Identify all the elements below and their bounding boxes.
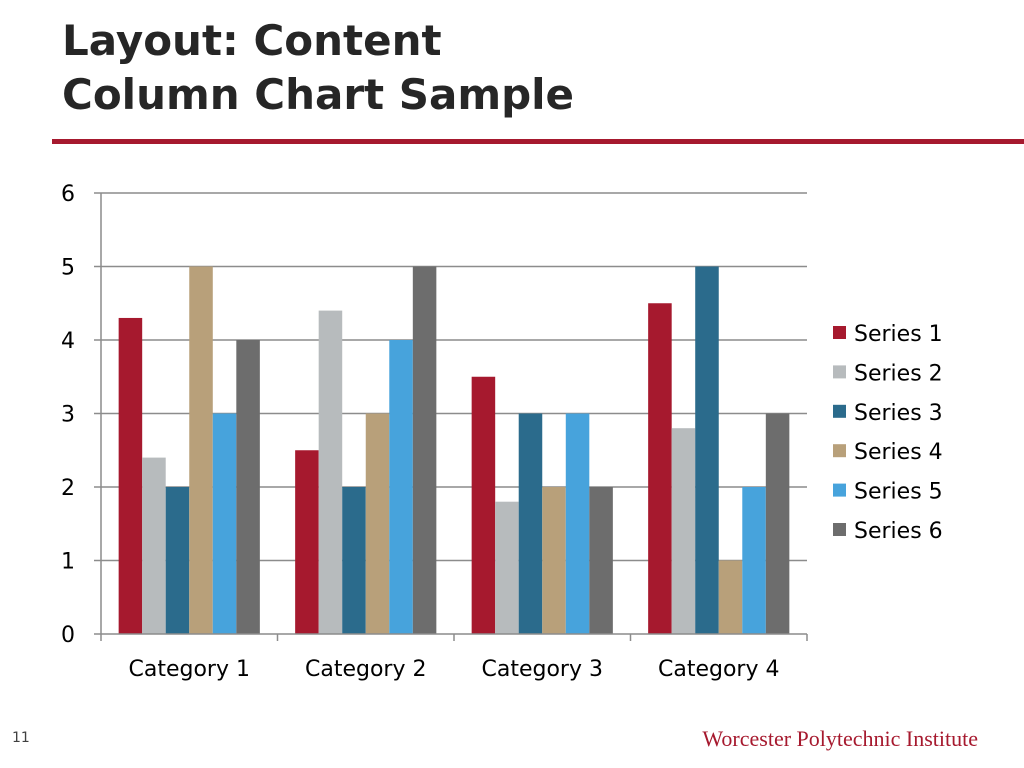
bar-series-2-category-2 <box>318 310 343 634</box>
y-tick-label: 6 <box>61 182 75 207</box>
legend-label: Series 2 <box>854 361 943 386</box>
legend-label: Series 6 <box>854 519 943 544</box>
legend-label: Series 3 <box>854 401 943 426</box>
slide-title: Layout: Content Column Chart Sample <box>62 14 574 122</box>
bar-series-2-category-3 <box>495 501 519 634</box>
y-tick-label: 5 <box>61 256 75 281</box>
bar-series-4-category-1 <box>189 266 213 634</box>
y-tick-label: 4 <box>61 329 75 354</box>
legend-label: Series 5 <box>854 480 943 505</box>
bar-series-5-category-2 <box>389 340 413 634</box>
slide-number: 11 <box>12 730 30 746</box>
y-tick-label: 3 <box>61 403 75 428</box>
chart-tick-labels: 0 1 2 3 4 5 6 Category 1 Category 2 Category 3 Cat… <box>61 182 779 682</box>
bar-series-2-category-4 <box>671 428 696 634</box>
bar-series-3-category-4 <box>695 266 719 634</box>
bar-series-3-category-3 <box>518 413 543 634</box>
bar-series-3-category-2 <box>342 487 366 634</box>
x-category-label: Category 4 <box>658 657 779 682</box>
y-tick-label: 2 <box>61 476 75 501</box>
bar-series-1-category-4 <box>648 303 672 634</box>
legend-swatch-series-3 <box>833 404 846 418</box>
chart-bars <box>118 266 790 634</box>
x-category-label: Category 3 <box>482 657 603 682</box>
bar-series-5-category-4 <box>742 487 766 634</box>
legend-swatch-series-4 <box>833 444 846 458</box>
y-tick-label: 1 <box>61 550 75 575</box>
legend-label: Series 1 <box>854 322 943 347</box>
bar-series-5-category-1 <box>212 413 237 634</box>
bar-series-6-category-2 <box>412 266 437 634</box>
bar-series-1-category-2 <box>295 450 319 634</box>
bar-series-4-category-4 <box>718 560 743 634</box>
chart-axes <box>94 192 808 641</box>
legend-swatch-series-5 <box>833 483 846 497</box>
slide-title-line-2: Column Chart Sample <box>62 70 575 119</box>
bar-series-3-category-1 <box>165 487 190 634</box>
y-tick-label: 0 <box>61 623 75 648</box>
bar-series-6-category-4 <box>765 413 790 634</box>
chart-legend: Series 1 Series 2 Series 3 Series 4 Series 5… <box>833 322 943 544</box>
legend-swatch-series-2 <box>833 365 846 379</box>
slide-title-line-1: Layout: Content <box>62 16 442 65</box>
bar-series-1-category-3 <box>471 376 496 634</box>
bar-series-5-category-3 <box>565 413 590 634</box>
legend-swatch-series-1 <box>833 326 846 339</box>
x-category-label: Category 1 <box>129 657 250 682</box>
institution-name: Worcester Polytechnic Institute <box>702 726 978 751</box>
legend-swatch-series-6 <box>833 523 846 536</box>
legend-label: Series 4 <box>854 440 943 465</box>
x-category-label: Category 2 <box>305 657 426 682</box>
bar-series-4-category-2 <box>365 413 390 634</box>
title-divider <box>52 139 1024 144</box>
bar-series-1-category-1 <box>118 317 143 634</box>
bar-series-4-category-3 <box>542 487 566 634</box>
bar-series-2-category-1 <box>142 457 166 634</box>
bar-series-6-category-1 <box>236 340 260 634</box>
bar-series-6-category-3 <box>589 487 613 634</box>
